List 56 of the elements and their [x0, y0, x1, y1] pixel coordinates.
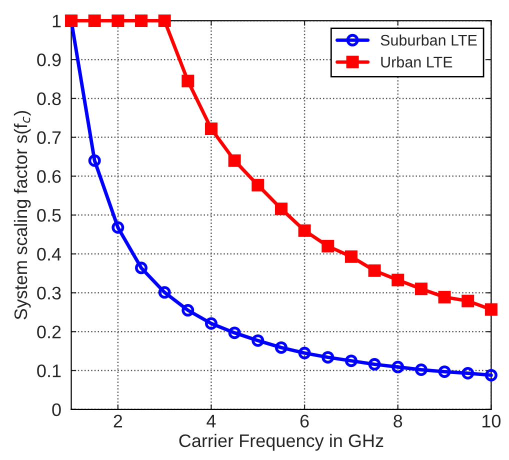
- y-tick-label: 0.9: [37, 54, 61, 66]
- point: [414, 282, 428, 296]
- point: [322, 240, 334, 252]
- point: [322, 351, 334, 364]
- point: [182, 304, 194, 317]
- y-tick-label: 0.6: [37, 170, 61, 183]
- point: [298, 224, 311, 237]
- point: [392, 274, 404, 286]
- point: [228, 326, 241, 340]
- point: [182, 74, 194, 88]
- point: [484, 368, 498, 382]
- point: [274, 341, 288, 354]
- y-tick-label: 0.3: [37, 286, 61, 300]
- x-axis-title: Carrier Frequency in GHz: [179, 434, 384, 451]
- x-tick-label: 10: [482, 414, 501, 428]
- point: [298, 346, 311, 360]
- x-tick-label: 4: [206, 414, 216, 428]
- point: [252, 178, 264, 192]
- y-tick-label: 0.7: [37, 131, 61, 144]
- y-axis-title: System scaling factor s(f$_{c}$): [14, 111, 31, 320]
- point: [438, 365, 451, 378]
- point: [344, 250, 358, 263]
- point: [112, 14, 124, 27]
- point: [252, 334, 264, 347]
- point: [158, 286, 171, 299]
- y-tick-label: 0.1: [37, 364, 61, 378]
- point: [204, 122, 218, 136]
- point: [134, 14, 148, 27]
- legend-label: Urban LTE: [381, 56, 452, 68]
- x-tick-label: 8: [394, 414, 402, 428]
- point: [88, 154, 101, 167]
- point: [228, 154, 241, 167]
- point: [368, 358, 381, 371]
- legend-label: Suburban LTE: [380, 34, 477, 46]
- y-tick-label: 1: [52, 14, 61, 28]
- point: [484, 303, 498, 316]
- point: [438, 290, 451, 304]
- point: [204, 317, 218, 330]
- point: [392, 360, 404, 374]
- point: [158, 14, 171, 27]
- point: [344, 354, 358, 368]
- x-tick-label: 6: [300, 414, 309, 428]
- point: [462, 294, 474, 308]
- x-tick-label: 2: [114, 414, 122, 428]
- point: [414, 364, 428, 376]
- point: [274, 202, 288, 216]
- y-tick-label: 0.5: [37, 208, 61, 222]
- point: [88, 14, 101, 27]
- point: [112, 221, 124, 234]
- point: [134, 262, 148, 274]
- point: [462, 367, 474, 380]
- y-tick-label: 0: [52, 403, 61, 416]
- y-tick-label: 0.2: [37, 326, 61, 338]
- y-tick-label: 0.4: [37, 248, 62, 261]
- y-tick-label: 0.8: [37, 92, 61, 106]
- point: [368, 264, 381, 277]
